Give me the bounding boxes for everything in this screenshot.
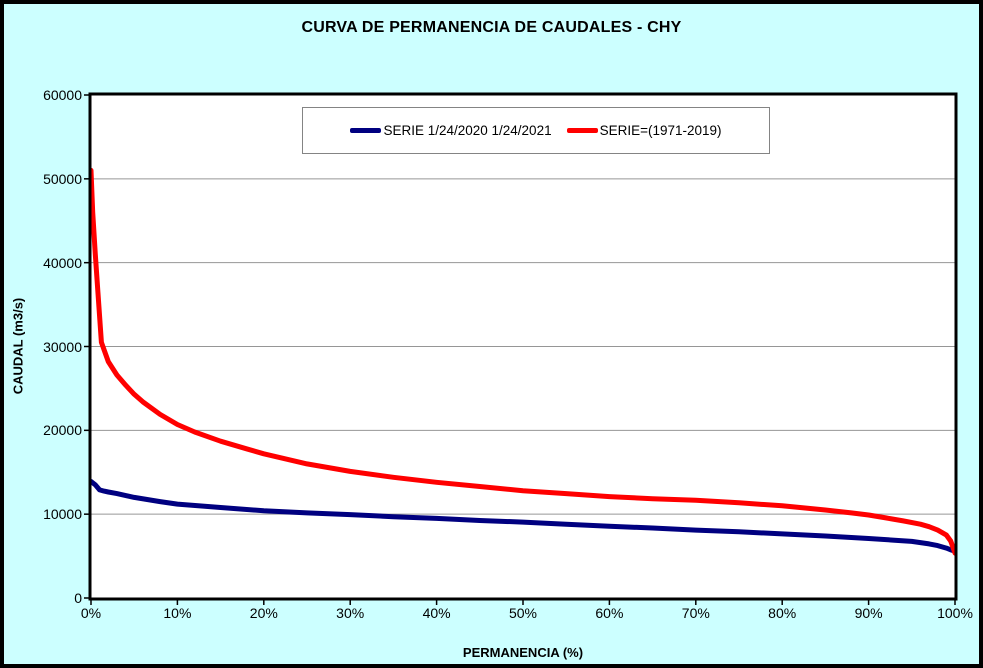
- series-curve-red: [88, 167, 958, 556]
- x-axis-title: PERMANENCIA (%): [462, 645, 584, 660]
- x-tick-label: 90%: [854, 605, 883, 621]
- y-tick-label: 50000: [43, 170, 82, 187]
- legend: SERIE 1/24/2020 1/24/2021 SERIE=(1971-20…: [302, 107, 770, 154]
- x-tick-label: 70%: [681, 605, 710, 621]
- legend-label: SERIE 1/24/2020 1/24/2021: [383, 123, 552, 138]
- x-tick-label: 30%: [336, 605, 365, 621]
- y-tick-label: 10000: [43, 506, 82, 523]
- y-tick-label: 0: [74, 590, 82, 606]
- x-tick-label: 100%: [937, 605, 973, 621]
- x-tick-label: 10%: [163, 605, 192, 621]
- y-tick-label: 60000: [43, 87, 82, 103]
- x-tick-label: 40%: [422, 605, 451, 621]
- x-tick-label: 80%: [768, 605, 797, 621]
- x-tick-label: 50%: [508, 605, 538, 621]
- series-curve-blue: [88, 479, 958, 554]
- plot-area: [84, 92, 958, 605]
- x-tick-label: 60%: [595, 605, 624, 621]
- y-tick-label: 20000: [43, 422, 82, 439]
- x-tick-label: 0%: [80, 605, 102, 621]
- y-tick-label: 40000: [43, 254, 82, 271]
- y-tick-label: 30000: [43, 338, 82, 355]
- legend-line-swatch-red: [566, 128, 598, 133]
- legend-item-serie-2020-2021: SERIE 1/24/2020 1/24/2021: [350, 123, 552, 138]
- legend-label: SERIE=(1971-2019): [599, 123, 722, 138]
- y-axis-title: CAUDAL (m3/s): [10, 297, 26, 395]
- x-tick-label: 20%: [249, 605, 278, 621]
- chart-title: CURVA DE PERMANENCIA DE CAUDALES - CHY: [301, 19, 682, 36]
- legend-item-serie-1971-2019: SERIE=(1971-2019): [566, 123, 722, 138]
- legend-line-swatch-blue: [350, 128, 382, 133]
